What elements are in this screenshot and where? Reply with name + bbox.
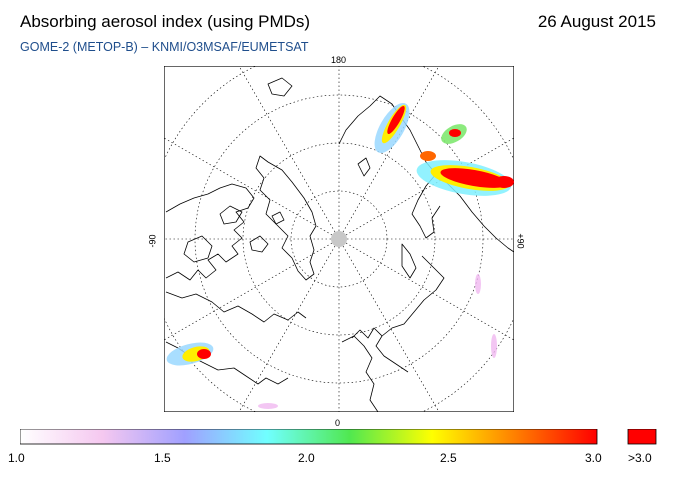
coastline-chukotka [341,335,379,412]
coastline-greenland [255,155,317,281]
aerosol-plume-high [420,151,436,161]
coastline-scandinavia [411,173,441,239]
coastline-arctic-islands [271,211,285,225]
aerosol-plume-high [387,106,405,134]
aerosol-plume-high [449,129,461,137]
missing-data-polar-gap [331,231,347,247]
aerosol-plume-low [475,274,481,294]
meridian-line [338,238,514,341]
colorbar-tick-label: 2.5 [440,451,457,465]
longitude-label-bottom: 0 [335,418,341,428]
meridian-line [338,238,440,412]
colorbar-tick-label: 1.5 [154,451,171,465]
meridian-line [238,66,340,240]
aerosol-plume-low [258,403,278,409]
meridian-line [164,238,340,341]
colorbar-overflow-swatch [627,429,657,445]
aerosol-plume-low [491,334,497,358]
coastline-novaya-zemlya [401,243,417,279]
meridian-line [238,238,340,412]
coastline-canada [165,183,255,281]
colorbar-overflow-label: >3.0 [628,451,652,465]
coastline-baffin-island [219,205,243,225]
coastline-siberia [375,255,445,373]
polar-map [164,66,514,412]
aerosol-plume-high [494,176,514,188]
meridian-line [164,137,340,240]
longitude-label-left: -90 [147,234,158,248]
coastline-hudson-bay [183,235,213,263]
aerosol-plume-high [440,168,508,188]
coastline-canada-south [165,291,307,323]
colorbar-gradient [20,429,598,445]
aerosol-plume-high [197,349,211,359]
aerosol-plumes [166,103,514,409]
coastline-canadian-islands [249,235,269,253]
coastline-iceland [267,77,293,97]
map-subtitle: GOME-2 (METOP-B) – KNMI/O3MSAF/EUMETSAT [20,40,309,54]
colorbar-tick-label: 1.0 [8,451,25,465]
map-title: Absorbing aerosol index (using PMDs) [20,12,311,31]
longitude-label-top: 180 [331,55,347,65]
coastlines [165,77,514,412]
map-date: 26 August 2015 [537,12,656,31]
meridian-line [338,66,440,240]
coastline-east-siberia [351,327,383,339]
longitude-label-right: +90 [515,233,526,249]
colorbar-tick-label: 3.0 [585,451,602,465]
colorbar-tick-label: 2.0 [298,451,315,465]
coastline-svalbard [357,157,371,177]
meridian-line [338,137,514,240]
color-scale-legend [20,429,657,445]
